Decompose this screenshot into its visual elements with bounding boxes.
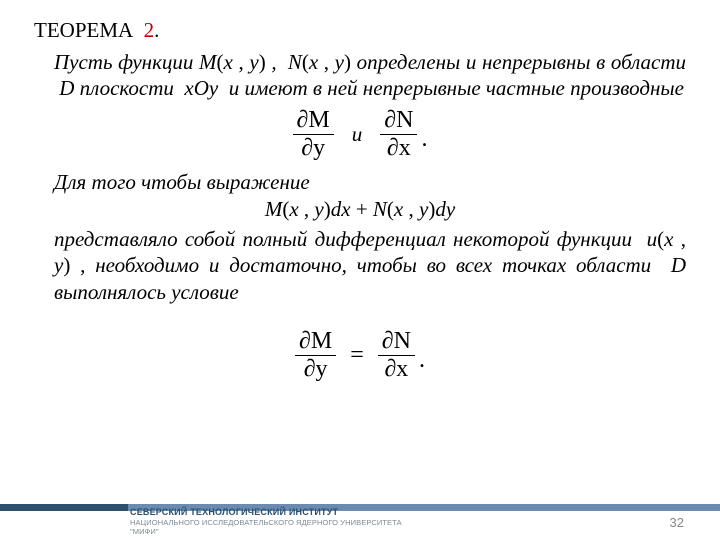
paragraph-1: Пусть функции M(x , y) , N(x , y) опреде… [34, 49, 686, 102]
formula-condition: ∂M ∂y = ∂N ∂x . [34, 329, 686, 382]
page-number: 32 [670, 515, 684, 530]
fraction-dM-dy-2: ∂M ∂y [295, 329, 336, 382]
paragraph-3: представляло собой полный дифференциал н… [34, 226, 686, 305]
text: Пусть функции [54, 50, 199, 74]
expression-mdx-ndy: M(x , y)dx + N(x , y)dy [34, 197, 686, 222]
equals-sign: = [350, 342, 364, 369]
heading-label: ТЕОРЕМА [34, 18, 133, 42]
theorem-heading: ТЕОРЕМА 2. [34, 18, 686, 43]
conjunction-and: и [352, 122, 363, 147]
slide: ТЕОРЕМА 2. Пусть функции M(x , y) , N(x … [0, 0, 720, 540]
footer-institute: СЕВЕРСКИЙ ТЕХНОЛОГИЧЕСКИЙ ИНСТИТУТ НАЦИО… [128, 504, 428, 540]
fraction-dN-dx: ∂N ∂x [380, 108, 417, 161]
heading-number: 2 [144, 18, 155, 42]
formula-partial-derivatives: ∂M ∂y и ∂N ∂x . [34, 108, 686, 161]
institute-line-1: СЕВЕРСКИЙ ТЕХНОЛОГИЧЕСКИЙ ИНСТИТУТ [130, 507, 428, 517]
fraction-dM-dy: ∂M ∂y [293, 108, 334, 161]
paragraph-2: Для того чтобы выражение [34, 169, 686, 195]
footer: СЕВЕРСКИЙ ТЕХНОЛОГИЧЕСКИЙ ИНСТИТУТ НАЦИО… [0, 504, 720, 540]
fraction-dN-dx-2: ∂N ∂x [378, 329, 415, 382]
institute-line-2: НАЦИОНАЛЬНОГО ИССЛЕДОВАТЕЛЬСКОГО ЯДЕРНОГ… [130, 518, 428, 536]
